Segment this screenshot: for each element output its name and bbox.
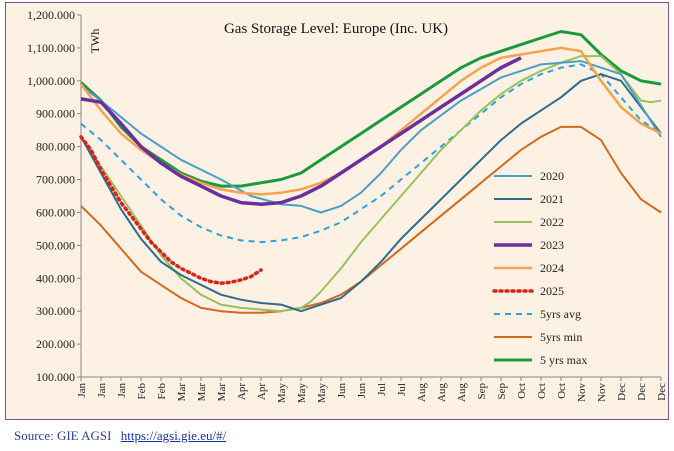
series-line-5-yrs-max xyxy=(79,30,662,188)
source-line: Source: GIE AGSI https://agsi.gie.eu/#/ xyxy=(14,428,226,444)
legend-label: 2022 xyxy=(540,215,564,229)
series-line-2020 xyxy=(80,60,662,214)
y-tick-label: 200.000 xyxy=(36,337,75,351)
y-tick-label: 1,200.000 xyxy=(27,8,75,22)
y-axis-label: TWh xyxy=(88,29,102,54)
x-tick-label: Sep xyxy=(476,383,488,400)
axis-layer: 100.000 200.000 300.000 400.000 500.000 600.0… xyxy=(27,8,668,403)
y-tick-label: 600.000 xyxy=(36,205,75,219)
x-tick-label: Oct xyxy=(516,383,528,399)
series-line-2024 xyxy=(80,46,662,196)
y-tick-label: 400.000 xyxy=(36,271,75,285)
x-tick-label: Nov xyxy=(576,383,588,402)
chart-frame: 100.000 200.000 300.000 400.000 500.000 600.0… xyxy=(5,2,669,420)
y-tick-label: 1,100.000 xyxy=(27,41,75,55)
series-line-5yrs-min xyxy=(80,125,662,314)
x-tick-label: May xyxy=(296,383,308,404)
x-tick-label: Oct xyxy=(536,383,548,399)
series-line-2023 xyxy=(80,56,522,206)
legend-label: 5yrs avg xyxy=(540,307,581,321)
x-tick-label: Dec xyxy=(656,383,668,401)
legend-layer: 2020 2021 2022 2023 2024 2025 5yrs avg 5yrs min… xyxy=(492,169,587,367)
x-tick-label: Nov xyxy=(596,383,608,402)
x-tick-label: Oct xyxy=(556,383,568,399)
legend-label: 2025 xyxy=(540,284,564,298)
x-tick-label: Aug xyxy=(456,383,468,402)
x-tick-label: Sep xyxy=(496,383,508,400)
x-tick-label: Jul xyxy=(376,383,388,396)
x-tick-label: May xyxy=(276,383,288,404)
chart-svg: 100.000 200.000 300.000 400.000 500.000 600.0… xyxy=(27,8,668,403)
source-link[interactable]: https://agsi.gie.eu/#/ xyxy=(120,428,227,443)
series-line-2022 xyxy=(80,55,662,313)
x-tick-label: Feb xyxy=(136,383,148,400)
x-tick-label: Apr xyxy=(256,383,268,400)
x-tick-label: Apr xyxy=(236,383,248,400)
y-tick-label: 900.000 xyxy=(36,107,75,121)
x-tick-label: Jun xyxy=(336,383,348,399)
legend-label: 2024 xyxy=(540,261,564,275)
y-tick-label: 700.000 xyxy=(36,173,75,187)
x-tick-label: Jul xyxy=(396,383,408,396)
y-tick-label: 1,000.000 xyxy=(27,74,75,88)
y-tick-label: 300.000 xyxy=(36,304,75,318)
legend-label: 2020 xyxy=(540,169,564,183)
y-tick-label: 800.000 xyxy=(36,140,75,154)
x-tick-label: Mar xyxy=(216,383,228,402)
x-tick-label: Jan xyxy=(96,383,108,398)
x-tick-label: Mar xyxy=(196,383,208,402)
chart-title: Gas Storage Level: Europe (Inc. UK) xyxy=(224,21,448,37)
legend-label: 2021 xyxy=(540,192,564,206)
legend-label: 5 yrs max xyxy=(540,353,587,367)
x-tick-label: Jan xyxy=(116,383,128,398)
x-tick-label: Mar xyxy=(176,383,188,402)
y-tick-label: 100.000 xyxy=(36,370,75,384)
source-label: Source: GIE AGSI xyxy=(14,428,112,443)
x-tick-label: Feb xyxy=(156,383,168,400)
legend-label: 5yrs min xyxy=(540,330,582,344)
series-line-2025 xyxy=(79,135,263,285)
x-tick-label: Aug xyxy=(416,383,428,402)
series-layer xyxy=(79,30,662,314)
y-tick-label: 500.000 xyxy=(36,238,75,252)
x-tick-label: Jun xyxy=(356,383,368,399)
x-tick-label: Dec xyxy=(636,383,648,401)
series-line-2021 xyxy=(80,73,662,313)
legend-label: 2023 xyxy=(540,238,564,252)
x-tick-label: Jan xyxy=(76,383,88,398)
x-tick-label: May xyxy=(316,383,328,404)
x-tick-label: Aug xyxy=(436,383,448,402)
x-tick-label: Dec xyxy=(616,383,628,401)
